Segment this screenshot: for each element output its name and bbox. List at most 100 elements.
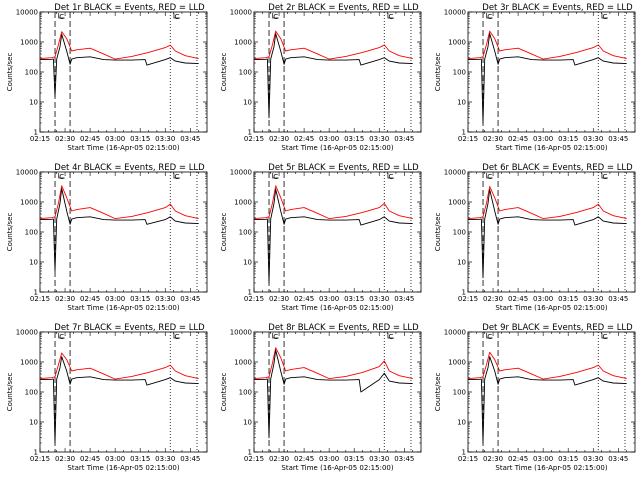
plot-frame: [39, 171, 208, 293]
x-axis-label: Start Time (16-Apr-05 02:15:00): [67, 304, 179, 312]
flag-mark: [272, 13, 279, 19]
plot-frame: [39, 331, 208, 453]
chart-panel-7: Det 7r BLACK = Events, RED = LLD 1 10 100 10…: [6, 323, 208, 472]
y-tick-label: 100: [239, 69, 252, 77]
x-tick-label: 03:30: [583, 135, 603, 143]
chart-title: Det 3r BLACK = Events, RED = LLD: [482, 3, 633, 13]
x-tick-label: 03:15: [558, 135, 578, 143]
y-tick-label: 10: [243, 99, 252, 107]
series-line-lld: [253, 347, 413, 380]
flag-label: C: [487, 333, 492, 341]
x-tick-label: 03:00: [105, 135, 125, 143]
x-tick-label: 03:00: [533, 295, 553, 303]
x-tick-label: 02:30: [269, 455, 289, 463]
y-tick-label: 1: [248, 449, 252, 457]
x-tick-label: 03:30: [155, 295, 175, 303]
y-tick-label: 1000: [448, 199, 466, 207]
y-tick-label: 10000: [16, 9, 38, 17]
chart-panel-5: Det 5r BLACK = Events, RED = LLD 1 10 100 10…: [220, 163, 422, 312]
series-line-lld: [39, 31, 199, 60]
flag-label: C: [388, 173, 393, 181]
y-tick-label: 10: [29, 259, 38, 267]
x-tick-label: 02:15: [244, 455, 264, 463]
plot-frame: [39, 11, 208, 133]
x-tick-label: 02:45: [294, 295, 314, 303]
y-tick-label: 1: [34, 129, 38, 137]
y-tick-label: 10: [457, 259, 466, 267]
series-line-lld: [39, 185, 199, 220]
x-tick-label: 02:30: [483, 455, 503, 463]
x-tick-label: 02:30: [55, 295, 75, 303]
y-axis-label: Counts/sec: [6, 373, 14, 412]
flag-label: C: [174, 173, 179, 181]
flag-mark: [601, 333, 608, 339]
x-axis-label: Start Time (16-Apr-05 02:15:00): [495, 464, 607, 472]
series-line-events: [253, 349, 413, 439]
x-axis-label: Start Time (16-Apr-05 02:15:00): [281, 304, 393, 312]
y-tick-label: 1: [462, 449, 466, 457]
flag-label: C: [273, 333, 278, 341]
y-tick-label: 10000: [230, 329, 252, 337]
series-line-events: [467, 356, 627, 444]
y-tick-label: 10: [457, 419, 466, 427]
x-tick-label: 03:00: [319, 295, 339, 303]
flag-mark: [486, 13, 493, 19]
x-tick-label: 02:15: [458, 135, 478, 143]
x-tick-label: 03:45: [180, 455, 200, 463]
plot-frame: [253, 11, 422, 133]
x-tick-label: 02:15: [30, 135, 50, 143]
y-tick-label: 1: [248, 289, 252, 297]
flag-label: C: [174, 13, 179, 21]
flag-mark: [486, 173, 493, 179]
flag-mark: [387, 173, 394, 179]
y-tick-label: 1000: [20, 199, 38, 207]
y-tick-label: 1000: [234, 199, 252, 207]
x-tick-label: 02:45: [80, 135, 100, 143]
y-tick-label: 1000: [448, 39, 466, 47]
series-line-lld: [253, 185, 413, 220]
series-line-events: [39, 188, 199, 272]
y-tick-label: 1000: [448, 359, 466, 367]
x-tick-label: 02:30: [55, 135, 75, 143]
x-tick-label: 03:45: [608, 135, 628, 143]
x-tick-label: 02:45: [508, 455, 528, 463]
y-tick-label: 10000: [444, 9, 466, 17]
x-tick-label: 03:15: [344, 295, 364, 303]
x-axis-label: Start Time (16-Apr-05 02:15:00): [67, 464, 179, 472]
y-axis-label: Counts/sec: [434, 53, 442, 92]
x-tick-label: 02:45: [80, 295, 100, 303]
flag-mark: [601, 13, 608, 19]
x-tick-label: 02:45: [294, 455, 314, 463]
series-line-events: [39, 356, 199, 444]
y-tick-label: 10000: [16, 169, 38, 177]
x-tick-label: 02:30: [55, 455, 75, 463]
plot-frame: [467, 331, 636, 453]
x-tick-label: 02:30: [269, 295, 289, 303]
y-tick-label: 100: [239, 229, 252, 237]
y-tick-label: 100: [25, 69, 38, 77]
y-tick-label: 1000: [234, 359, 252, 367]
flag-label: C: [602, 13, 607, 21]
y-tick-label: 10000: [444, 329, 466, 337]
chart-title: Det 2r BLACK = Events, RED = LLD: [268, 3, 419, 13]
x-tick-label: 02:15: [30, 455, 50, 463]
chart-title: Det 5r BLACK = Events, RED = LLD: [268, 163, 419, 173]
flag-mark: [387, 333, 394, 339]
chart-title: Det 8r BLACK = Events, RED = LLD: [268, 323, 419, 333]
x-tick-label: 03:30: [583, 455, 603, 463]
y-tick-label: 1: [34, 289, 38, 297]
plot-frame: [253, 331, 422, 453]
y-tick-label: 1000: [20, 39, 38, 47]
chart-panel-2: Det 2r BLACK = Events, RED = LLD 1 10 100 10…: [220, 3, 422, 152]
x-tick-label: 03:30: [155, 455, 175, 463]
x-tick-label: 02:15: [458, 455, 478, 463]
flag-mark: [272, 333, 279, 339]
x-tick-label: 02:30: [269, 135, 289, 143]
flag-label: C: [388, 13, 393, 21]
flag-label: C: [388, 333, 393, 341]
x-tick-label: 03:45: [394, 295, 414, 303]
x-tick-label: 03:30: [583, 295, 603, 303]
flag-label: C: [59, 333, 64, 341]
x-tick-label: 03:45: [394, 455, 414, 463]
series-line-lld: [467, 351, 627, 380]
